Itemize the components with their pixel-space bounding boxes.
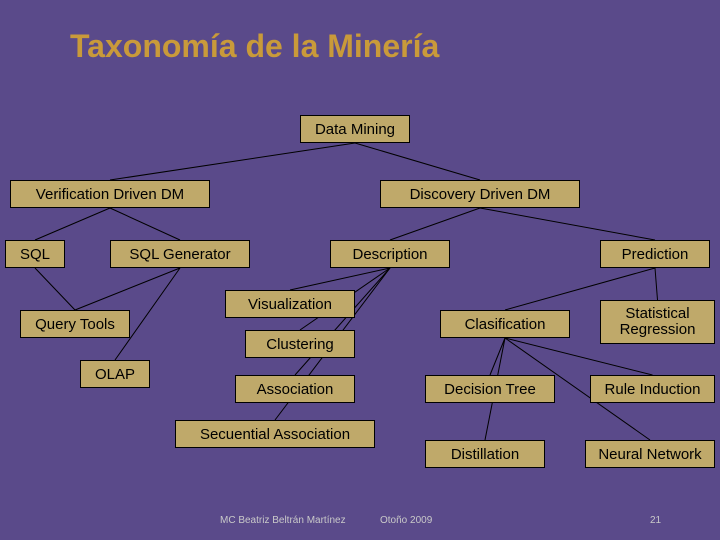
node-sql-generator: SQL Generator — [110, 240, 250, 268]
edge — [35, 208, 110, 240]
edge — [110, 208, 180, 240]
slide-title: Taxonomía de la Minería — [70, 28, 439, 65]
node-rule-induction: Rule Induction — [590, 375, 715, 403]
node-prediction: Prediction — [600, 240, 710, 268]
node-sql: SQL — [5, 240, 65, 268]
node-clasification: Clasification — [440, 310, 570, 338]
edge — [355, 143, 480, 180]
edge — [480, 208, 655, 240]
node-decision-tree: Decision Tree — [425, 375, 555, 403]
node-neural-network: Neural Network — [585, 440, 715, 468]
node-discovery-driven: Discovery Driven DM — [380, 180, 580, 208]
edge — [490, 338, 505, 375]
edge — [390, 208, 480, 240]
node-query-tools: Query Tools — [20, 310, 130, 338]
edge — [655, 268, 658, 300]
node-olap: OLAP — [80, 360, 150, 388]
node-visualization: Visualization — [225, 290, 355, 318]
slide: Taxonomía de la Minería MC Beatriz Beltr… — [0, 0, 720, 540]
edge — [75, 268, 180, 310]
node-description: Description — [330, 240, 450, 268]
node-clustering: Clustering — [245, 330, 355, 358]
edge — [295, 268, 390, 375]
edge — [35, 268, 75, 310]
node-secuential-association: Secuential Association — [175, 420, 375, 448]
node-data-mining: Data Mining — [300, 115, 410, 143]
footer-author: MC Beatriz Beltrán Martínez — [220, 515, 346, 526]
node-statistical-regression: StatisticalRegression — [600, 300, 715, 344]
node-distillation: Distillation — [425, 440, 545, 468]
footer-term: Otoño 2009 — [380, 515, 432, 526]
edge — [110, 143, 355, 180]
footer-page: 21 — [650, 515, 661, 526]
node-association: Association — [235, 375, 355, 403]
node-verification-driven: Verification Driven DM — [10, 180, 210, 208]
edge — [290, 268, 390, 290]
